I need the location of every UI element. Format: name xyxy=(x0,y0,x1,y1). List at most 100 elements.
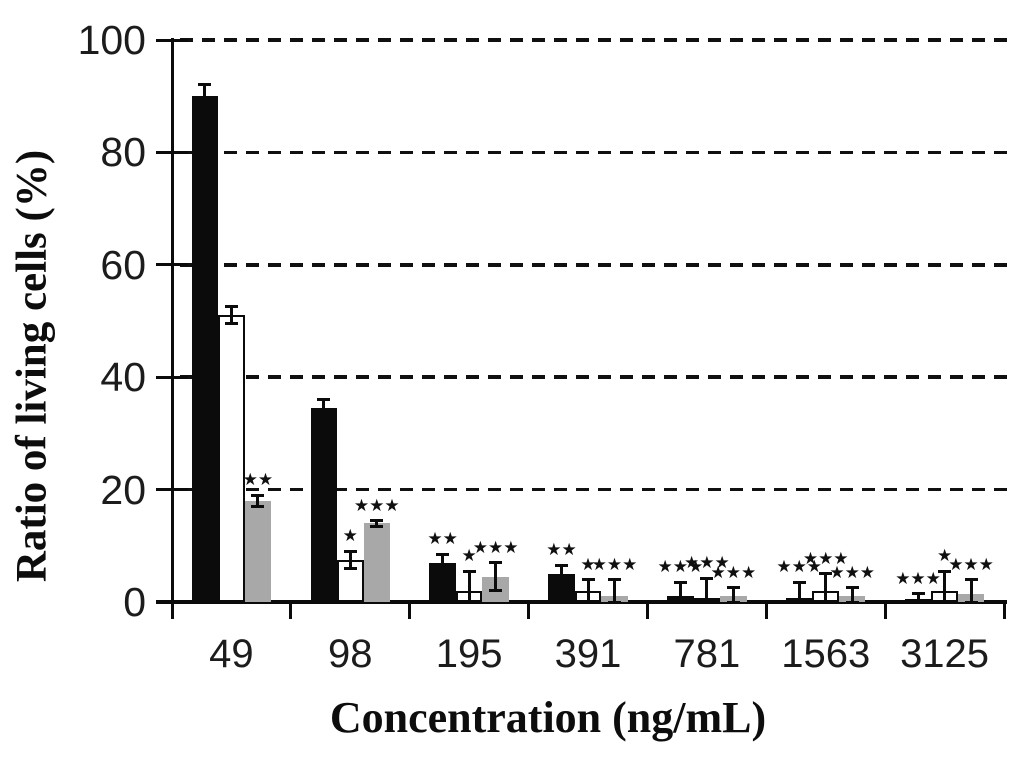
error-bar-stem xyxy=(850,587,854,602)
significance-stars: ★ xyxy=(580,554,596,575)
x-tick-label: 98 xyxy=(328,632,373,676)
error-bar-cap-top xyxy=(317,398,331,402)
dashed-gridline xyxy=(180,375,1016,379)
x-axis-title: Concentration (ng/mL) xyxy=(329,693,767,742)
error-bar-stem xyxy=(678,582,682,602)
error-bar-cap-top xyxy=(792,580,806,584)
x-axis-tick xyxy=(645,602,649,619)
error-bar-cap-bottom xyxy=(436,569,450,573)
y-tick-label: 20 xyxy=(100,466,146,513)
error-bar-cap-bottom xyxy=(608,600,621,604)
y-tick-label: 40 xyxy=(100,354,146,401)
error-bar-cap-bottom xyxy=(370,524,384,528)
error-bar-cap-top xyxy=(673,580,687,584)
error-bar-stem xyxy=(494,562,498,591)
y-tick-label: 60 xyxy=(100,241,146,288)
error-bar-cap-bottom xyxy=(911,600,925,604)
error-bar-stem xyxy=(613,579,616,602)
significance-stars: ★★ xyxy=(427,529,458,550)
significance-stars: ★★★ xyxy=(710,562,757,583)
significance-stars: ★★ xyxy=(242,470,274,491)
error-bar-cap-bottom xyxy=(555,580,568,584)
error-bar-stem xyxy=(969,579,973,602)
error-bar-cap-bottom xyxy=(581,600,595,604)
error-bar-cap-bottom xyxy=(964,600,978,604)
x-axis-tick xyxy=(1002,602,1006,619)
error-bar-cap-top xyxy=(489,561,503,565)
error-bar-stem xyxy=(203,84,207,108)
x-axis-tick xyxy=(408,602,412,619)
error-bar-cap-bottom xyxy=(700,600,714,604)
error-bar-cap-top xyxy=(462,569,476,573)
significance-stars: ★★★ xyxy=(895,568,941,589)
error-bar-cap-bottom xyxy=(792,600,806,604)
gray-bar xyxy=(244,500,272,602)
gray-bar xyxy=(363,523,391,602)
y-tick-label: 80 xyxy=(100,129,146,176)
error-bar-stem xyxy=(586,579,590,602)
x-tick-label: 49 xyxy=(209,632,254,676)
error-bar-cap-top xyxy=(436,552,450,556)
error-bar-stem xyxy=(322,399,326,417)
error-bar-stem xyxy=(348,551,352,569)
error-bar-stem xyxy=(797,582,801,602)
error-bar-cap-bottom xyxy=(489,589,503,593)
error-bar-cap-top xyxy=(911,592,925,596)
x-axis-tick xyxy=(170,602,174,619)
error-bar-cap-top xyxy=(198,83,212,87)
dashed-gridline xyxy=(180,263,1016,267)
error-bar-stem xyxy=(731,587,735,602)
error-bar-cap-top xyxy=(819,572,833,576)
y-axis-title: Ratio of living cells (%) xyxy=(8,149,56,583)
significance-stars: ★★★ xyxy=(591,554,638,575)
significance-stars: ★ xyxy=(461,546,477,567)
x-tick-label: 195 xyxy=(435,632,503,676)
error-bar-cap-top xyxy=(370,519,384,522)
error-bar-cap-top xyxy=(555,563,568,567)
error-bar-cap-top xyxy=(581,578,595,582)
significance-stars: ★★★ xyxy=(472,537,519,558)
white-bar xyxy=(218,315,245,602)
error-bar-stem xyxy=(916,593,920,602)
x-tick-label: 1563 xyxy=(781,632,871,676)
error-bar-cap-bottom xyxy=(819,600,833,604)
error-bar-cap-top xyxy=(224,305,238,309)
error-bar-cap-bottom xyxy=(251,504,265,508)
x-tick-label: 3125 xyxy=(900,632,990,676)
error-bar-cap-top xyxy=(845,586,859,590)
significance-stars: ★★★ xyxy=(683,553,730,574)
error-bar-cap-bottom xyxy=(317,415,331,419)
y-tick-label: 0 xyxy=(123,579,146,625)
error-bar-cap-top xyxy=(938,569,952,573)
dashed-gridline xyxy=(180,487,1016,492)
error-bar-cap-bottom xyxy=(198,105,212,109)
black-bar xyxy=(191,96,219,602)
error-bar-cap-top xyxy=(251,493,265,497)
significance-stars: ★★★ xyxy=(353,495,400,516)
x-tick-label: 391 xyxy=(554,632,622,676)
error-bar-stem xyxy=(467,571,471,602)
error-bar-stem xyxy=(229,306,233,324)
error-bar-cap-top xyxy=(700,576,714,580)
significance-stars: ★★★ xyxy=(948,554,994,575)
dashed-gridline xyxy=(180,38,1016,42)
x-axis-tick xyxy=(289,602,293,619)
significance-stars: ★★★ xyxy=(802,548,849,569)
x-axis-tick xyxy=(527,602,531,619)
error-bar-cap-top xyxy=(343,549,357,553)
x-axis-tick xyxy=(764,602,768,619)
error-bar-cap-bottom xyxy=(845,600,859,604)
error-bar-stem xyxy=(375,520,379,527)
error-bar-stem xyxy=(560,565,563,583)
significance-stars: ★★★ xyxy=(657,557,704,578)
significance-stars: ★★★ xyxy=(776,557,823,578)
error-bar-cap-top xyxy=(726,586,740,590)
error-bar-cap-bottom xyxy=(224,322,238,326)
error-bar-stem xyxy=(943,571,947,602)
black-bar xyxy=(310,408,338,602)
error-bar-cap-bottom xyxy=(938,600,952,604)
error-bar-stem xyxy=(824,573,828,602)
error-bar-cap-bottom xyxy=(673,600,687,604)
